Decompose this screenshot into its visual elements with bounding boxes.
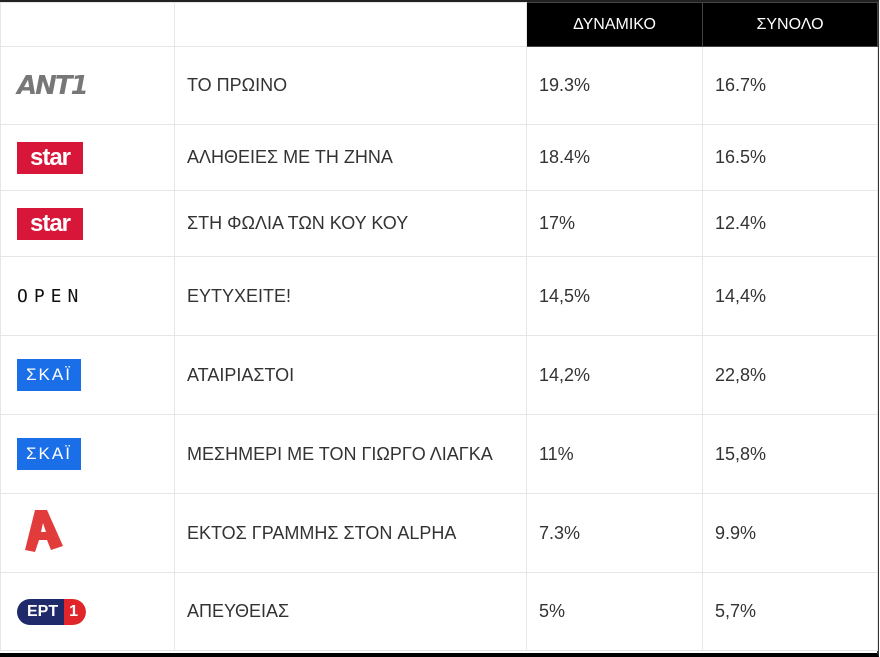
table-row: ANT1 ΤΟ ΠΡΩΙΝΟ 19.3% 16.7% [0,46,878,125]
star-logo-icon: star [17,141,83,174]
show-title: ΣΤΗ ΦΩΛΙΑ ΤΩΝ ΚΟΥ ΚΟΥ [174,190,527,257]
channel-logo-cell: ΣΚΑΪ [0,414,175,494]
table-header: ΔΥΝΑΜΙΚΟ ΣΥΝΟΛΟ [0,2,878,47]
table-row: ΣΚΑΪ ΑΤΑΙΡΙΑΣΤΟΙ 14,2% 22,8% [0,335,878,415]
skai-logo-icon: ΣΚΑΪ [17,438,81,470]
total-share: 15,8% [702,414,878,494]
ant1-logo-icon: ANT1 [17,70,89,101]
total-share: 16.5% [702,124,878,191]
table-row: star ΑΛΗΘΕΙΕΣ ΜΕ ΤΗ ΖΗΝΑ 18.4% 16.5% [0,124,878,191]
alpha-logo-icon [25,509,63,552]
channel-logo-cell: star [0,190,175,257]
channel-logo-cell: star [0,124,175,191]
total-share: 12.4% [702,190,878,257]
channel-logo-cell: OPEN [0,256,175,336]
star-logo-icon: star [17,207,83,240]
dynamic-share: 18.4% [526,124,703,191]
header-logo-blank [0,2,175,47]
table-row: OPEN ΕΥΤΥΧΕΙΤΕ! 14,5% 14,4% [0,256,878,336]
dynamic-share: 17% [526,190,703,257]
show-title: ΑΛΗΘΕΙΕΣ ΜΕ ΤΗ ΖΗΝΑ [174,124,527,191]
open-logo-icon: OPEN [17,285,85,307]
table-row: ΕΡΤ 1 ΑΠΕΥΘΕΙΑΣ 5% 5,7% [0,572,878,651]
dynamic-share: 7.3% [526,493,703,573]
header-total: ΣΥΝΟΛΟ [702,2,878,47]
show-title: ΕΥΤΥΧΕΙΤΕ! [174,256,527,336]
total-share: 5,7% [702,572,878,651]
dynamic-share: 14,5% [526,256,703,336]
total-share: 14,4% [702,256,878,336]
header-dynamic: ΔΥΝΑΜΙΚΟ [526,2,703,47]
channel-logo-cell: ANT1 [0,46,175,125]
channel-logo-cell: ΕΡΤ 1 [0,572,175,651]
channel-logo-cell [0,493,175,573]
channel-logo-cell: ΣΚΑΪ [0,335,175,415]
total-share: 16.7% [702,46,878,125]
show-title: ΜΕΣΗΜΕΡΙ ΜΕ ΤΟΝ ΓΙΩΡΓΟ ΛΙΑΓΚΑ [174,414,527,494]
show-title: ΤΟ ΠΡΩΙΝΟ [174,46,527,125]
table-row: ΣΚΑΪ ΜΕΣΗΜΕΡΙ ΜΕ ΤΟΝ ΓΙΩΡΓΟ ΛΙΑΓΚΑ 11% 1… [0,414,878,494]
table-row: star ΣΤΗ ΦΩΛΙΑ ΤΩΝ ΚΟΥ ΚΟΥ 17% 12.4% [0,190,878,257]
show-title: ΕΚΤΟΣ ΓΡΑΜΜΗΣ ΣΤΟΝ ALPHA [174,493,527,573]
skai-logo-icon: ΣΚΑΪ [17,359,81,391]
dynamic-share: 14,2% [526,335,703,415]
dynamic-share: 11% [526,414,703,494]
header-show-blank [174,2,527,47]
dynamic-share: 19.3% [526,46,703,125]
total-share: 9.9% [702,493,878,573]
total-share: 22,8% [702,335,878,415]
dynamic-share: 5% [526,572,703,651]
show-title: ΑΤΑΙΡΙΑΣΤΟΙ [174,335,527,415]
show-title: ΑΠΕΥΘΕΙΑΣ [174,572,527,651]
table-row: ΕΚΤΟΣ ΓΡΑΜΜΗΣ ΣΤΟΝ ALPHA 7.3% 9.9% [0,493,878,573]
ert1-logo-icon: ΕΡΤ 1 [17,598,87,625]
